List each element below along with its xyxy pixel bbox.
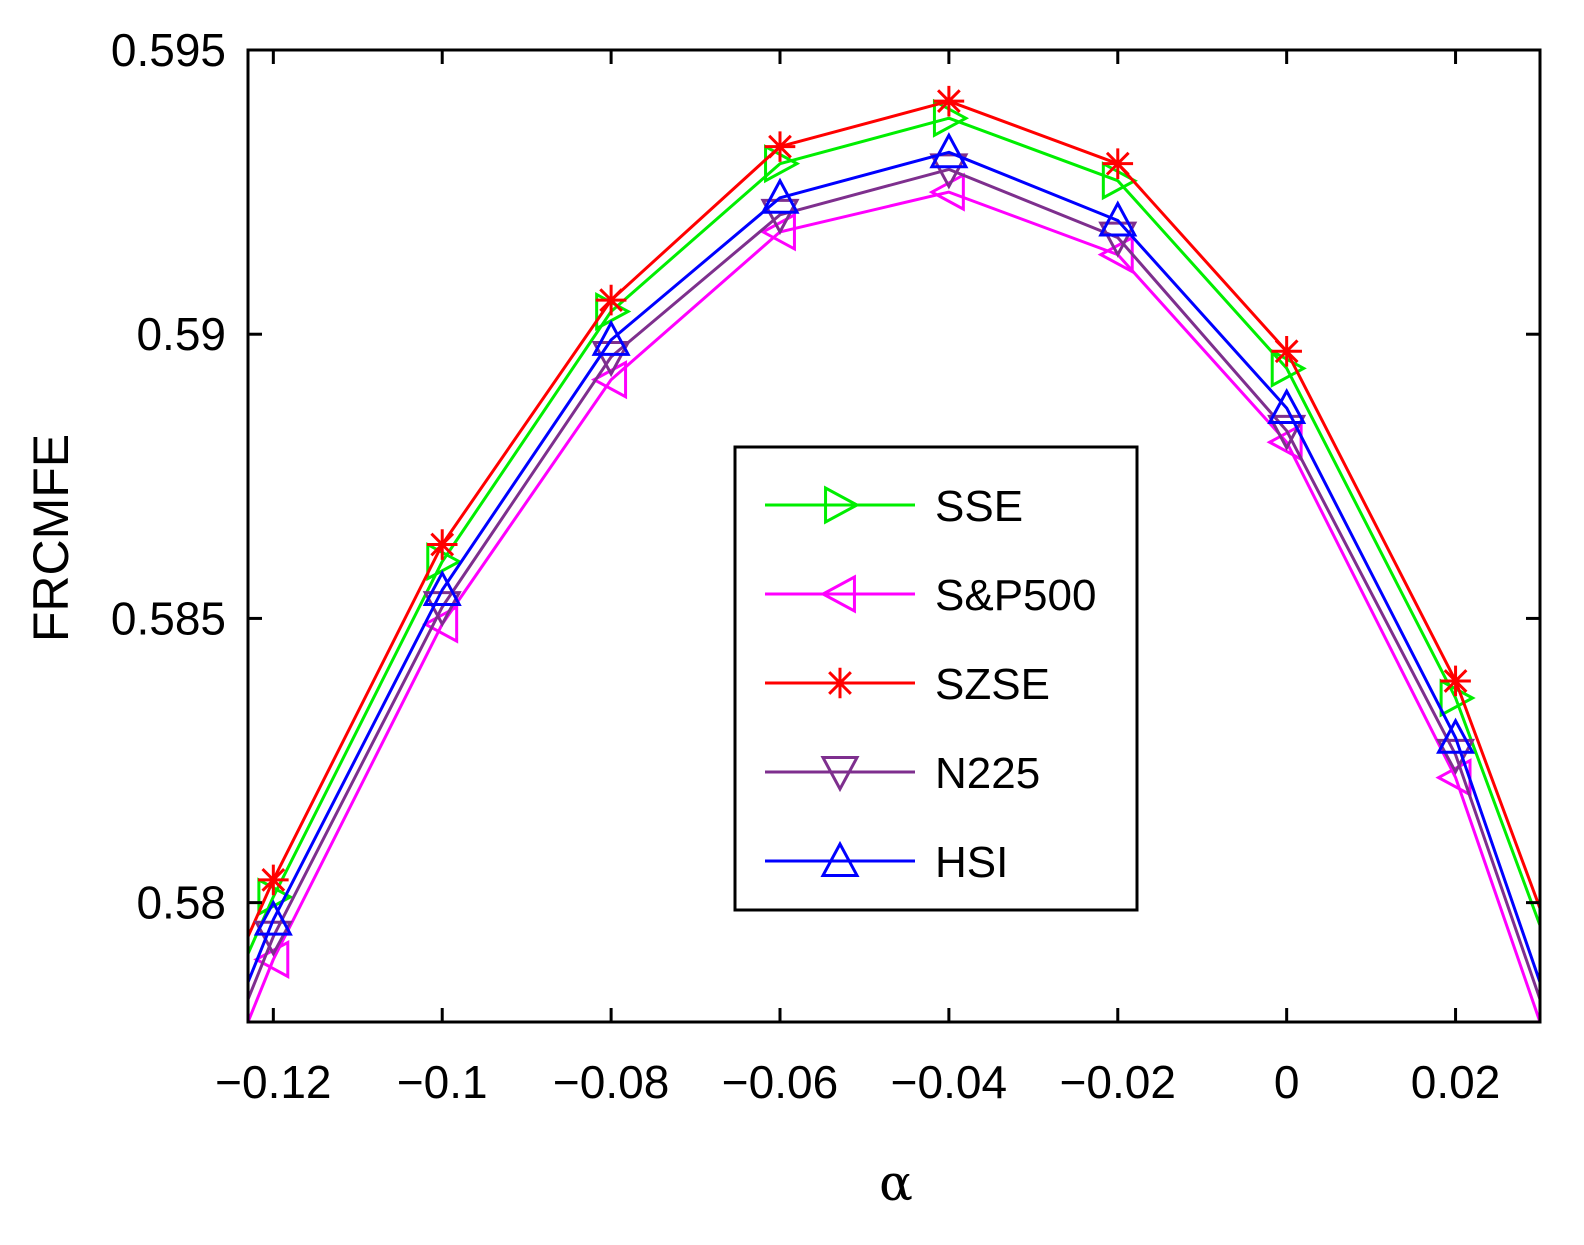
- data-point: [759, 212, 796, 252]
- legend-entry-sse: SSE: [765, 482, 1023, 531]
- series-szse: [248, 85, 1540, 938]
- axes-layer: −0.12 −0.1 −0.08 −0.06 −0.04 −0.02 0 0.02 0.58 0.…: [111, 24, 1542, 1108]
- data-point: [1098, 200, 1138, 237]
- data-point: [764, 131, 796, 162]
- series-line: [248, 167, 1540, 1000]
- x-tick-label: −0.06: [722, 1056, 838, 1108]
- legend-entry-n225: N225: [765, 749, 1040, 798]
- legend-marker: [820, 840, 860, 877]
- legend-label: S&P500: [935, 571, 1096, 620]
- series-line: [248, 116, 1540, 955]
- legend-entry-hsi: HSI: [765, 838, 1008, 887]
- data-point: [422, 604, 459, 644]
- x-axis-title: α: [879, 1154, 913, 1212]
- data-point: [1102, 148, 1134, 179]
- x-tick-label: −0.02: [1060, 1056, 1176, 1108]
- data-point: [1271, 335, 1302, 367]
- data-point: [422, 569, 462, 606]
- legend-marker: [824, 485, 861, 525]
- data-point: [253, 899, 293, 936]
- data-point: [591, 319, 631, 356]
- legend-entry-szse: SZSE: [765, 660, 1050, 709]
- data-point: [929, 153, 969, 190]
- data-point: [1440, 665, 1471, 697]
- legend-marker: [824, 667, 856, 699]
- legend-label: HSI: [935, 838, 1008, 887]
- x-tick-label: −0.12: [215, 1056, 331, 1108]
- y-tick-label: 0.585: [111, 592, 226, 644]
- legend-label: N225: [935, 749, 1040, 798]
- y-tick-label: 0.58: [136, 877, 226, 929]
- data-point: [760, 198, 800, 235]
- data-point: [1098, 221, 1138, 258]
- series-line: [248, 99, 1540, 938]
- series-line: [248, 150, 1540, 983]
- data-point: [933, 85, 965, 117]
- legend-marker: [820, 756, 860, 793]
- plot-frame: [246, 48, 1542, 1024]
- legend-box: [733, 445, 1139, 912]
- data-point: [595, 284, 627, 316]
- y-tick-label: 0.59: [136, 308, 226, 360]
- data-point: [760, 177, 800, 214]
- x-tick-label: −0.08: [553, 1056, 669, 1108]
- series-line: [248, 190, 1540, 1022]
- data-point: [1266, 422, 1303, 462]
- data-point: [929, 132, 969, 169]
- data-point: [426, 529, 458, 560]
- legend: SSE S&P500 SZSE N225 HSI: [733, 445, 1139, 912]
- data-point: [1267, 414, 1307, 451]
- x-tick-label: 0: [1274, 1056, 1300, 1108]
- legend-marker: [819, 574, 856, 614]
- x-tick-label: 0.02: [1411, 1056, 1501, 1108]
- data-point: [1267, 387, 1307, 425]
- series-hsi: [248, 132, 1540, 983]
- legend-entry-s-p500: S&P500: [765, 571, 1096, 620]
- y-tick-label: 0.595: [111, 24, 226, 76]
- y-axis-title: FRCMFE: [23, 434, 79, 642]
- legend-label: SZSE: [935, 660, 1050, 709]
- series-layer: [248, 85, 1540, 1022]
- data-point: [1436, 717, 1476, 754]
- data-point: [258, 864, 289, 896]
- x-tick-label: −0.04: [891, 1056, 1007, 1108]
- legend-label: SSE: [935, 482, 1023, 531]
- x-tick-label: −0.1: [397, 1056, 488, 1108]
